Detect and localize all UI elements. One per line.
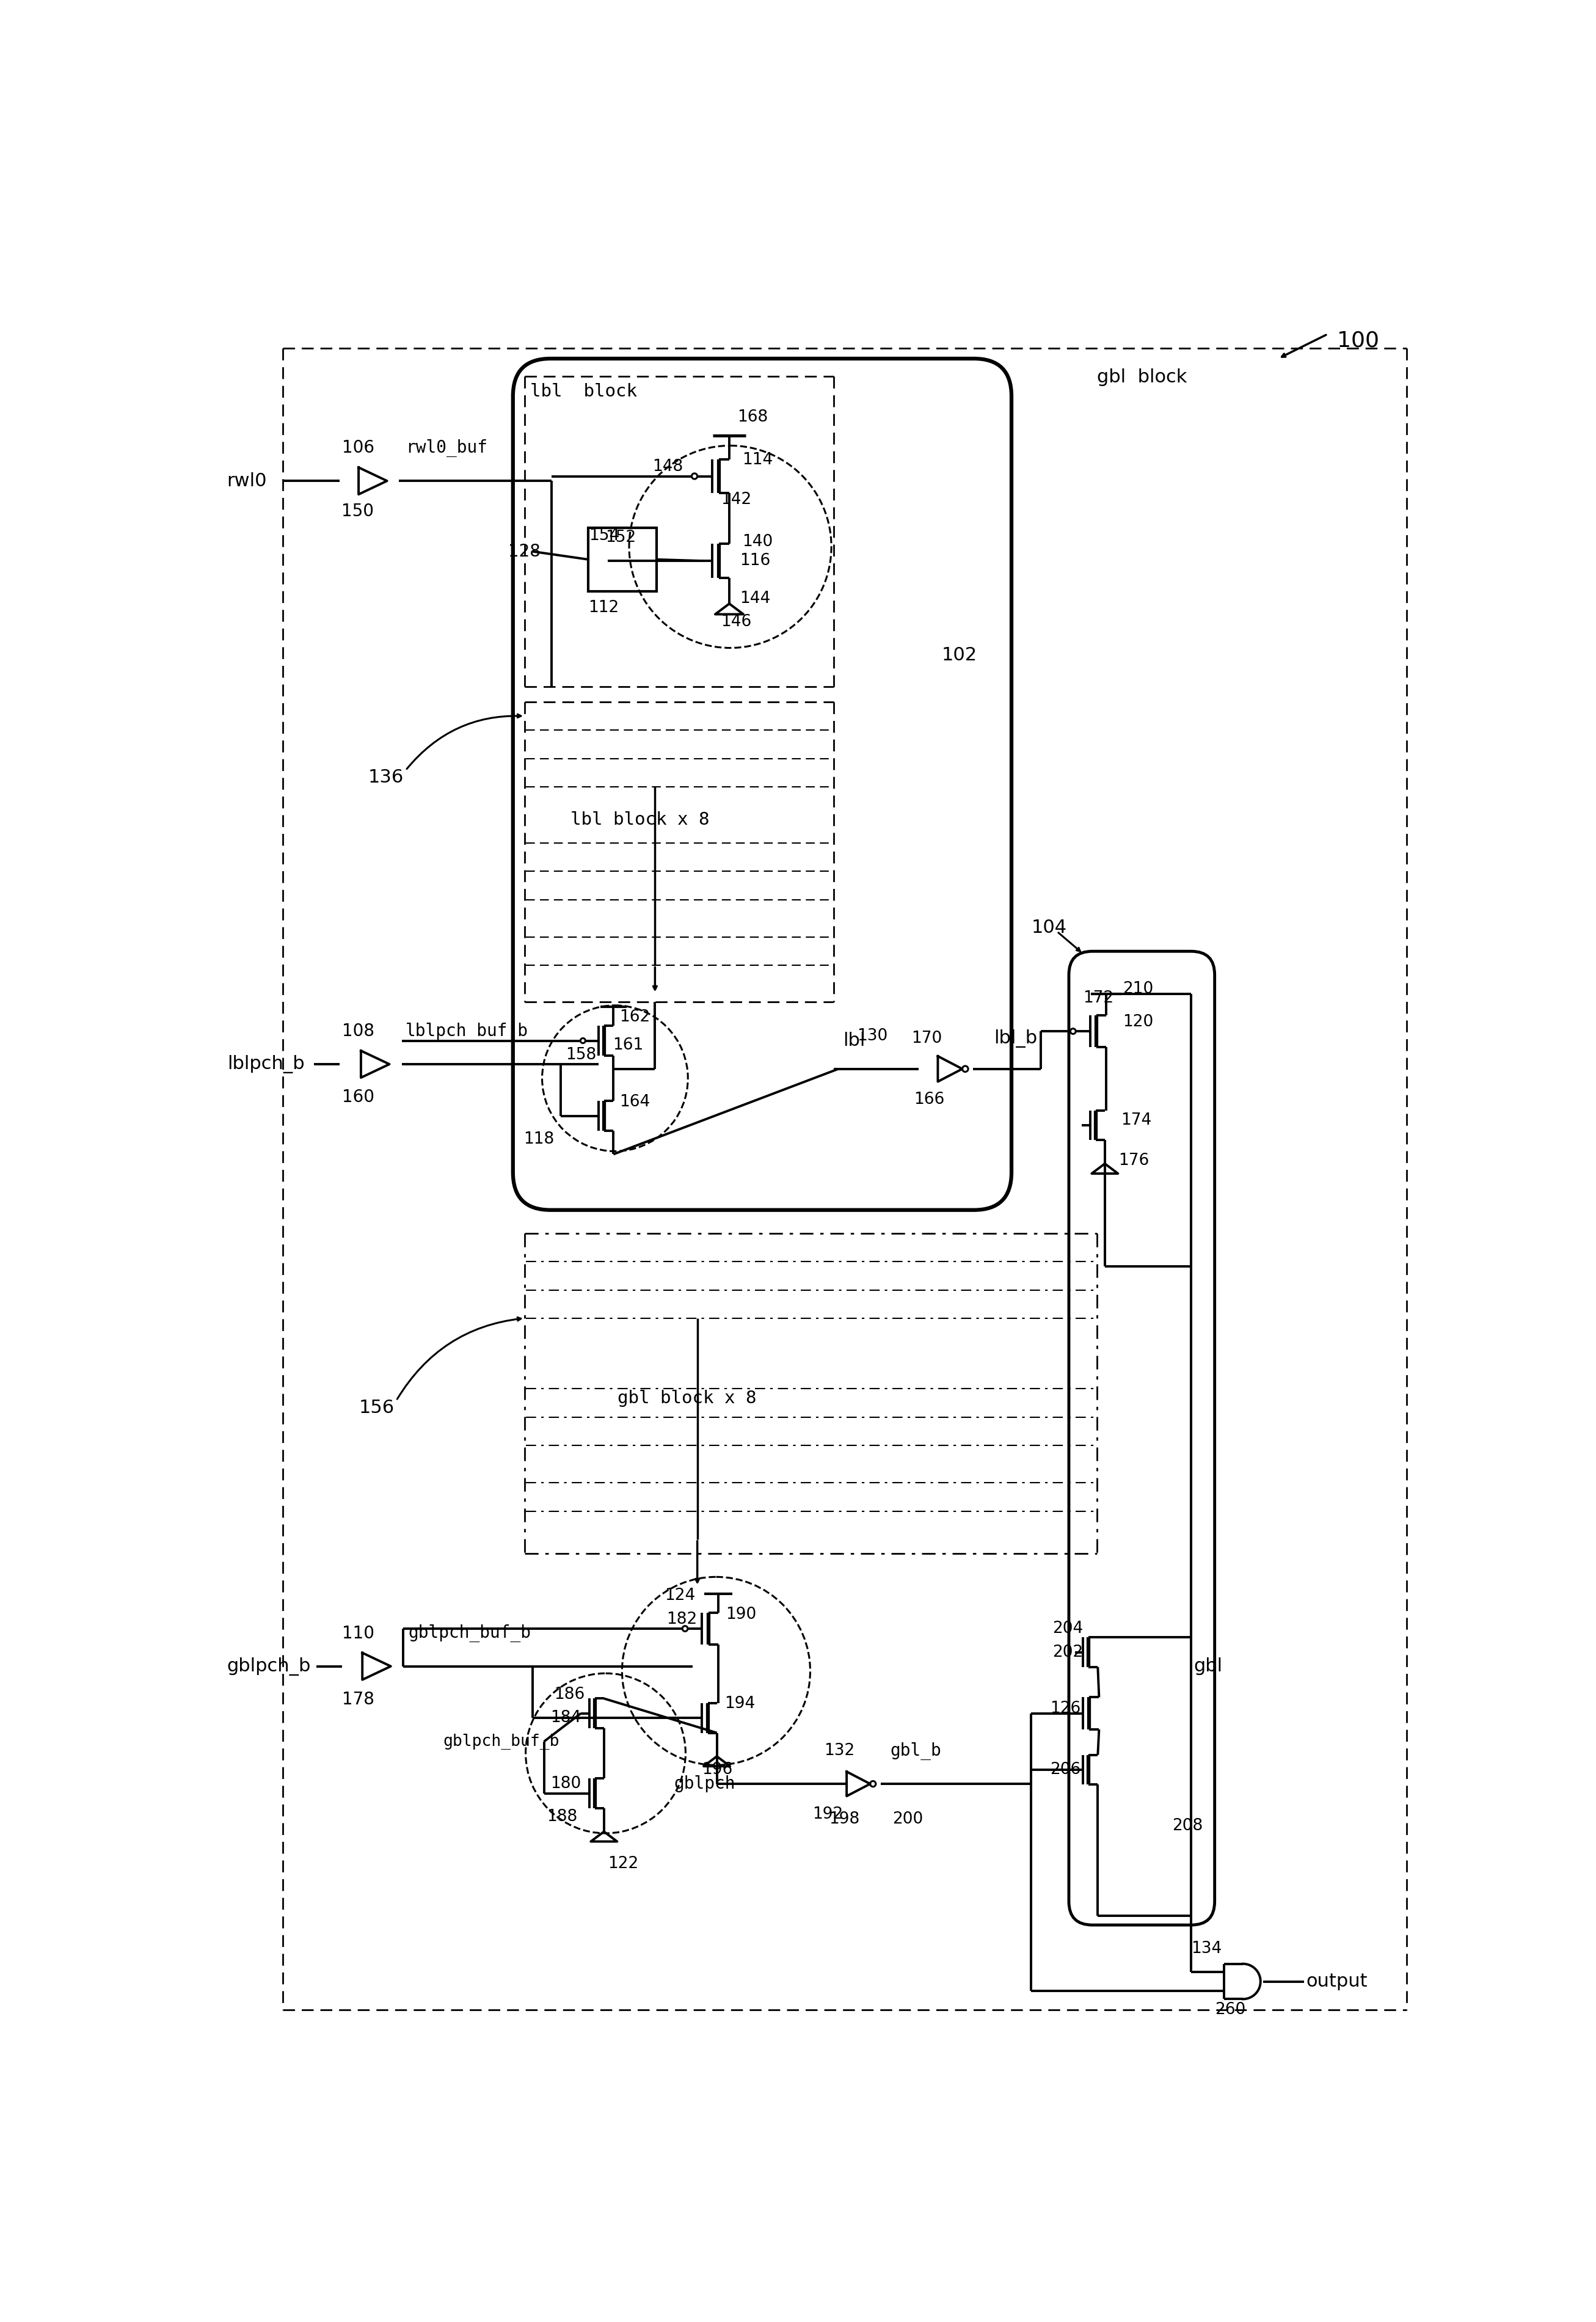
Text: 126: 126 — [1050, 1700, 1080, 1716]
FancyBboxPatch shape — [589, 527, 656, 592]
Text: 178: 178 — [342, 1690, 375, 1707]
Text: lbl_b: lbl_b — [994, 1029, 1037, 1047]
Text: 130: 130 — [857, 1029, 887, 1045]
Text: 150: 150 — [342, 504, 373, 520]
Text: 162: 162 — [619, 1010, 651, 1024]
Text: 128: 128 — [508, 543, 541, 560]
Text: 164: 164 — [619, 1094, 651, 1110]
Text: 148: 148 — [653, 460, 683, 474]
Text: 170: 170 — [911, 1031, 942, 1047]
Text: lbl: lbl — [843, 1031, 865, 1050]
Text: 124: 124 — [664, 1588, 696, 1605]
Text: 198: 198 — [828, 1811, 860, 1827]
Text: 174: 174 — [1120, 1112, 1151, 1128]
Text: gbl  block: gbl block — [1096, 369, 1187, 385]
Text: 204: 204 — [1052, 1621, 1084, 1637]
Text: 110: 110 — [342, 1625, 375, 1642]
Text: 184: 184 — [551, 1709, 581, 1725]
Text: 158: 158 — [565, 1047, 597, 1063]
Text: gblpch_b: gblpch_b — [227, 1658, 311, 1676]
Text: 112: 112 — [589, 599, 619, 615]
Text: 190: 190 — [726, 1607, 757, 1623]
Text: 202: 202 — [1052, 1644, 1084, 1660]
Text: lblpch_buf_b: lblpch_buf_b — [405, 1022, 528, 1040]
Text: 168: 168 — [737, 409, 768, 425]
Text: 208: 208 — [1173, 1818, 1203, 1834]
Text: 118: 118 — [523, 1131, 554, 1147]
Text: 120: 120 — [1124, 1015, 1154, 1029]
Text: 156: 156 — [359, 1398, 394, 1416]
Text: rwl0_buf: rwl0_buf — [405, 439, 487, 457]
Text: 200: 200 — [892, 1811, 922, 1827]
Text: 182: 182 — [667, 1611, 697, 1628]
Text: gbl_b: gbl_b — [891, 1742, 942, 1760]
Text: 180: 180 — [551, 1776, 581, 1793]
Text: 196: 196 — [702, 1762, 733, 1779]
Text: 166: 166 — [913, 1091, 945, 1108]
Text: 152: 152 — [605, 529, 637, 546]
Text: 114: 114 — [742, 453, 772, 467]
Text: 116: 116 — [739, 553, 771, 569]
Text: 136: 136 — [369, 769, 404, 787]
Text: 192: 192 — [812, 1807, 843, 1823]
Text: rwl0: rwl0 — [227, 471, 267, 490]
Text: 260: 260 — [1215, 2002, 1245, 2018]
Text: gbl: gbl — [1194, 1658, 1223, 1674]
Text: lbl  block: lbl block — [530, 383, 637, 399]
Text: 104: 104 — [1031, 920, 1066, 936]
Text: 160: 160 — [342, 1089, 375, 1105]
Text: 206: 206 — [1050, 1762, 1080, 1779]
Text: 161: 161 — [613, 1038, 643, 1054]
Text: 102: 102 — [942, 646, 977, 664]
Text: 154: 154 — [589, 527, 619, 543]
Text: gbl block x 8: gbl block x 8 — [618, 1389, 757, 1407]
Text: 132: 132 — [824, 1744, 855, 1758]
Text: 134: 134 — [1191, 1941, 1223, 1957]
Text: 144: 144 — [739, 590, 771, 606]
Text: 122: 122 — [608, 1855, 638, 1872]
Text: 106: 106 — [342, 439, 375, 457]
Text: 176: 176 — [1119, 1152, 1149, 1168]
Text: gblpch_buf_b: gblpch_buf_b — [444, 1735, 560, 1748]
Text: 172: 172 — [1084, 991, 1114, 1005]
Text: 186: 186 — [554, 1686, 584, 1702]
Text: output: output — [1307, 1974, 1368, 1990]
Text: lblpch_b: lblpch_b — [227, 1054, 305, 1073]
Text: 210: 210 — [1124, 980, 1154, 996]
Text: 194: 194 — [725, 1695, 755, 1711]
Text: gblpch_buf_b: gblpch_buf_b — [409, 1625, 531, 1642]
Text: 140: 140 — [742, 534, 772, 550]
Text: gblpch: gblpch — [674, 1776, 736, 1793]
Text: lbl block x 8: lbl block x 8 — [570, 810, 709, 829]
Text: 146: 146 — [721, 613, 752, 629]
Text: 108: 108 — [342, 1022, 375, 1040]
Text: 142: 142 — [721, 492, 752, 509]
Text: 188: 188 — [547, 1809, 578, 1825]
Text: 100: 100 — [1337, 330, 1379, 351]
